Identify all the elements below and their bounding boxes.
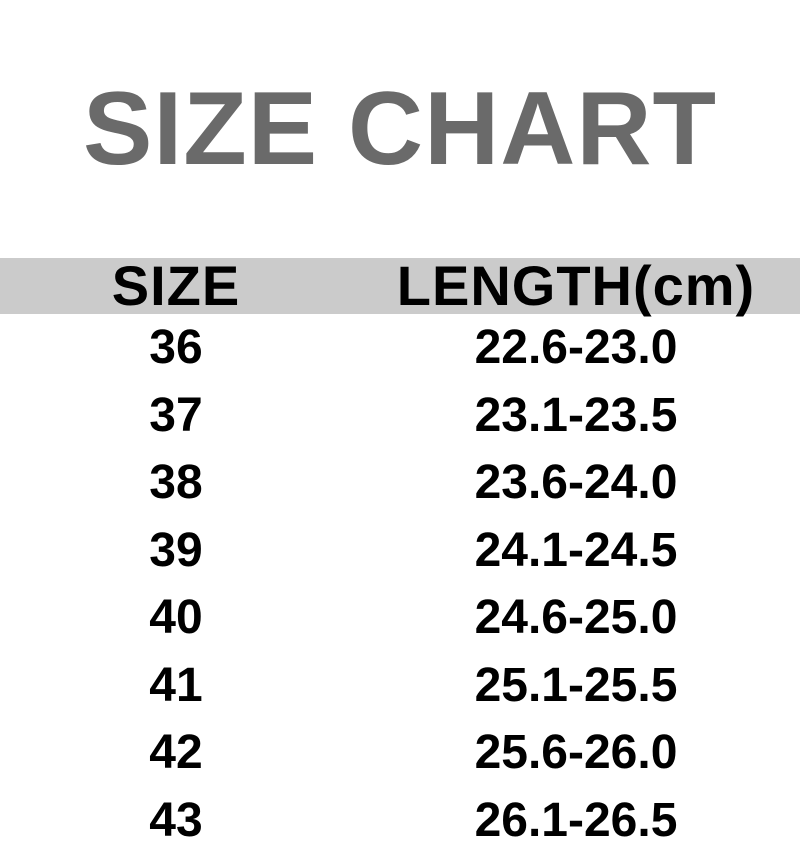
table-row: 43 26.1-26.5: [0, 787, 800, 854]
table-row: 41 25.1-25.5: [0, 652, 800, 720]
size-column-header: SIZE: [111, 254, 241, 318]
table-row: 42 25.6-26.0: [0, 719, 800, 787]
size-cell: 36: [149, 321, 203, 375]
table-row: 36 22.6-23.0: [0, 314, 800, 382]
length-cell: 23.6-24.0: [474, 456, 678, 510]
length-cell: 25.6-26.0: [474, 726, 678, 780]
size-chart: SIZE CHART SIZE LENGTH(cm) 36 22.6-23.0 …: [0, 70, 800, 844]
length-cell: 26.1-26.5: [474, 793, 678, 847]
table-row: 37 23.1-23.5: [0, 382, 800, 450]
size-cell: 38: [149, 456, 203, 510]
table-header: SIZE LENGTH(cm): [0, 254, 800, 318]
table-row: 40 24.6-25.0: [0, 584, 800, 652]
size-cell: 41: [149, 658, 203, 712]
table-body: 36 22.6-23.0 37 23.1-23.5 38 23.6-24.0 3…: [0, 314, 800, 854]
length-cell: 25.1-25.5: [474, 658, 678, 712]
table-row: 39 24.1-24.5: [0, 517, 800, 585]
size-cell: 42: [149, 726, 203, 780]
size-cell: 40: [149, 591, 203, 645]
length-cell: 23.1-23.5: [474, 388, 678, 442]
length-cell: 24.6-25.0: [474, 591, 678, 645]
length-cell: 24.1-24.5: [474, 523, 678, 577]
size-cell: 37: [149, 388, 203, 442]
size-cell: 43: [149, 793, 203, 847]
size-cell: 39: [149, 523, 203, 577]
page-title: SIZE CHART: [83, 70, 717, 187]
length-column-header: LENGTH(cm): [396, 254, 756, 318]
length-cell: 22.6-23.0: [474, 321, 678, 375]
table-row: 38 23.6-24.0: [0, 449, 800, 517]
